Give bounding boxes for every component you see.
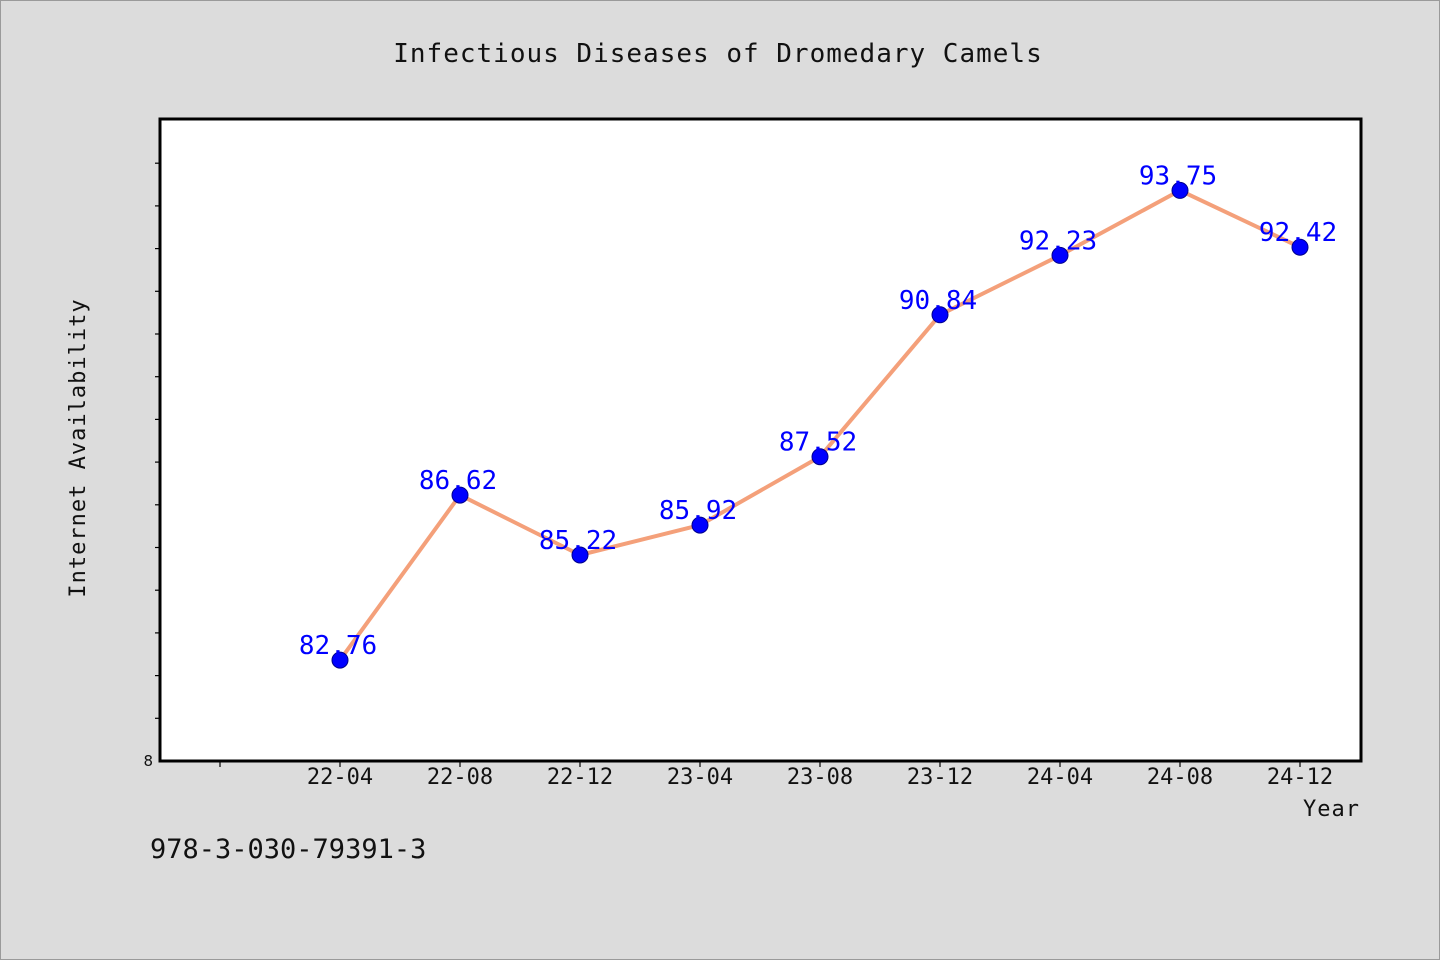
data-point (811, 448, 829, 466)
x-tick-label: 24-12 (1267, 765, 1333, 790)
data-label: 85.92 (659, 496, 737, 526)
data-point (451, 486, 469, 504)
x-tick-label: 22-08 (427, 765, 493, 790)
data-point (1051, 246, 1069, 264)
x-tick-label: 23-12 (907, 765, 973, 790)
y-axis-ticks (155, 162, 160, 719)
data-point (571, 546, 589, 564)
x-tick-label: 22-04 (307, 765, 373, 790)
data-point (931, 306, 949, 324)
x-tick-label: 24-04 (1027, 765, 1093, 790)
data-label: 92.42 (1259, 218, 1337, 248)
data-label: 87.52 (779, 428, 857, 458)
data-label: 86.62 (419, 466, 497, 496)
data-label: 85.22 (539, 526, 617, 556)
y-axis-title: Internet Availability (66, 298, 91, 597)
data-point (691, 516, 709, 534)
data-point (331, 651, 349, 669)
data-point (1291, 238, 1309, 256)
data-label: 82.76 (299, 631, 377, 661)
chart-title: Infectious Diseases of Dromedary Camels (393, 39, 1042, 69)
x-tick-label: 23-04 (667, 765, 733, 790)
data-point (1171, 181, 1189, 199)
data-label: 93.75 (1139, 161, 1217, 191)
x-axis-ticks: 22-04 22-08 22-12 23-04 23-08 23-12 24-04 24-08… (219, 761, 1333, 790)
x-axis-title: Year (1303, 797, 1360, 822)
data-label-layer: 82.76 86.62 85.22 85.92 87.52 90.84 92.23 93.75… (299, 161, 1337, 661)
x-tick-label: 22-12 (547, 765, 613, 790)
isbn-footnote: 978-3-030-79391-3 (150, 834, 427, 865)
series-layer (331, 181, 1309, 669)
data-label: 92.23 (1019, 226, 1097, 256)
x-tick-label: 24-08 (1147, 765, 1213, 790)
y-tick-label: 8 (143, 752, 153, 770)
plot-area (158, 117, 1363, 763)
data-label: 90.84 (899, 286, 977, 316)
x-tick-label: 23-08 (787, 765, 853, 790)
